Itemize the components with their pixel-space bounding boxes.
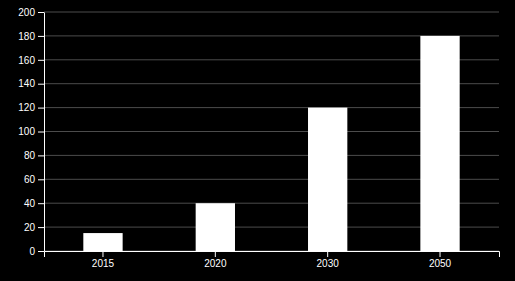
y-tick: 140 [18, 78, 44, 89]
y-tick-label: 40 [24, 198, 36, 209]
y-tick-label: 100 [18, 126, 35, 137]
y-tick-label: 200 [18, 7, 35, 18]
y-tick-mark [38, 227, 44, 228]
chart-container: 2015 2020 2030 2050 0 20 40 60 80 100 120 140 160 180… [0, 0, 515, 281]
y-tick: 0 [29, 246, 44, 257]
y-tick-mark [38, 179, 44, 180]
x-tick: 2020 [204, 251, 227, 269]
y-tick: 100 [18, 126, 44, 137]
y-tick-mark [38, 155, 44, 156]
x-tick: 2015 [92, 251, 115, 269]
chart-svg: 2015 2020 2030 2050 0 20 40 60 80 100 120 140 160 180… [0, 0, 515, 281]
x-tick-mark [327, 251, 328, 257]
x-axis-line [45, 252, 500, 258]
x-tick-label: 2015 [92, 258, 115, 269]
y-tick: 40 [24, 198, 44, 209]
plot: 2015 2020 2030 2050 0 20 40 60 80 100 120 140 160 180… [18, 7, 499, 269]
y-tick: 60 [24, 174, 44, 185]
y-tick-mark [38, 60, 44, 61]
y-tick: 200 [18, 7, 44, 18]
x-axis: 2015 2020 2030 2050 [45, 251, 500, 269]
y-tick: 80 [24, 150, 44, 161]
grid-line [44, 12, 499, 13]
y-tick-mark [38, 12, 44, 13]
y-tick-mark [38, 203, 44, 204]
y-tick-mark [38, 84, 44, 85]
y-tick-mark [38, 108, 44, 109]
bar [196, 203, 235, 251]
y-tick: 120 [18, 102, 44, 113]
bar [420, 36, 459, 251]
y-tick-label: 0 [29, 246, 35, 257]
bar [83, 233, 122, 251]
x-tick: 2030 [317, 251, 340, 269]
x-tick: 2050 [429, 251, 452, 269]
y-tick-label: 140 [18, 78, 35, 89]
y-tick-label: 20 [24, 222, 36, 233]
y-tick-mark [38, 251, 44, 252]
x-tick-mark [215, 251, 216, 257]
y-tick: 180 [18, 31, 44, 42]
y-tick-label: 60 [24, 174, 36, 185]
x-tick-label: 2030 [317, 258, 340, 269]
y-tick-label: 160 [18, 55, 35, 66]
y-tick-label: 120 [18, 102, 35, 113]
bars [83, 36, 459, 251]
y-axis: 0 20 40 60 80 100 120 140 160 180 200 [18, 7, 44, 257]
grid [44, 12, 499, 251]
y-tick: 160 [18, 55, 44, 66]
y-tick-label: 80 [24, 150, 36, 161]
bar [308, 108, 347, 251]
x-tick-label: 2020 [204, 258, 227, 269]
background [0, 0, 515, 281]
x-tick-label: 2050 [429, 258, 452, 269]
x-tick-mark [440, 251, 441, 257]
y-tick: 20 [24, 222, 44, 233]
x-tick-mark [102, 251, 103, 257]
y-tick-label: 180 [18, 31, 35, 42]
y-tick-mark [38, 132, 44, 133]
y-axis-line [44, 13, 45, 252]
y-tick-mark [38, 36, 44, 37]
